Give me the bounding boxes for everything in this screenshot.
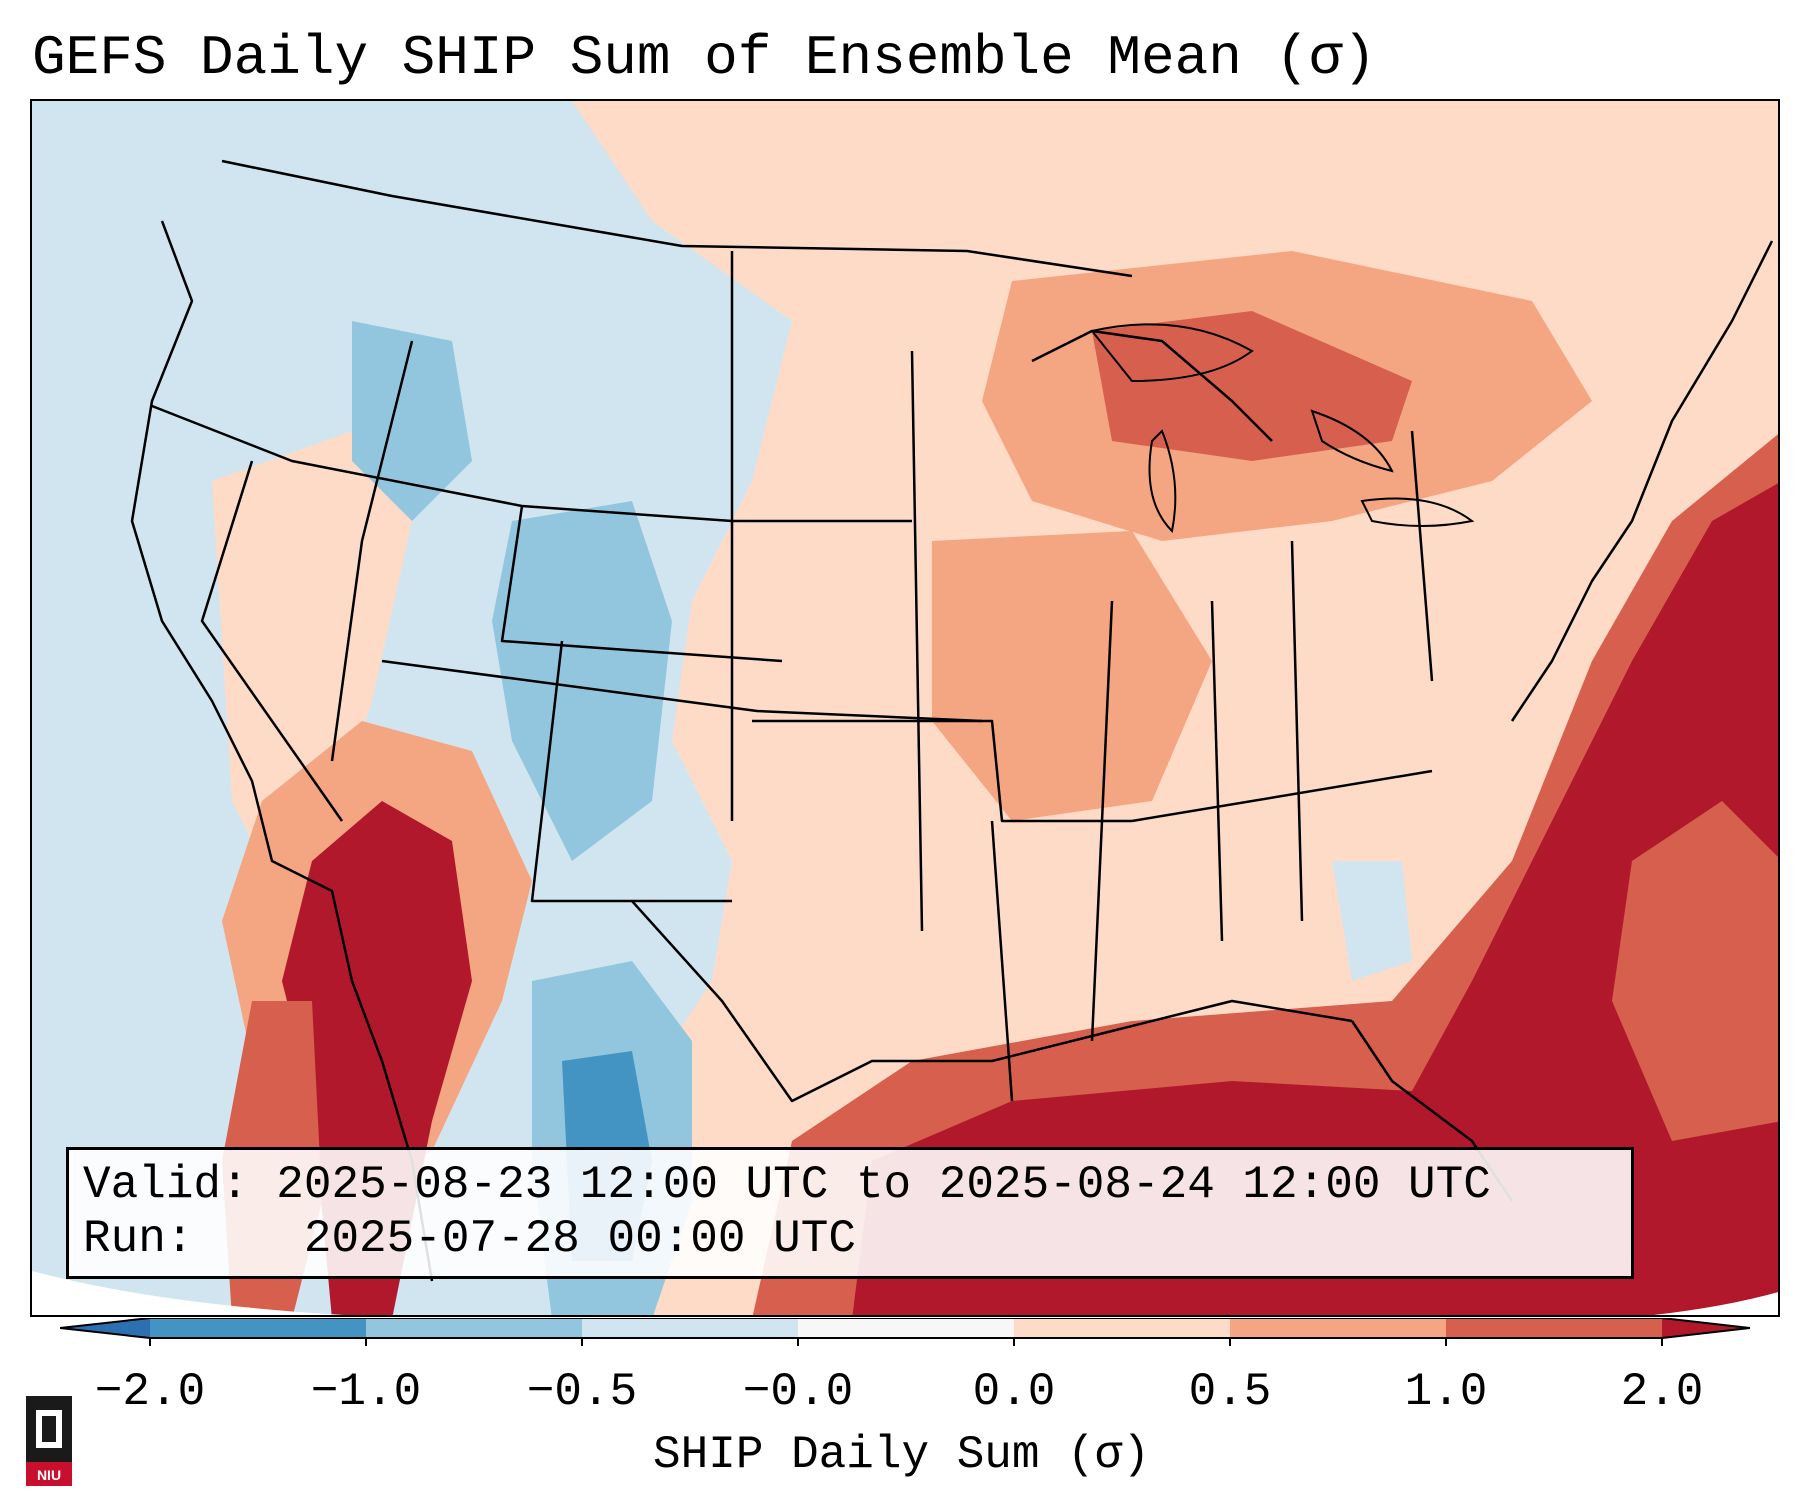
rockies-cool-anomaly — [492, 501, 672, 861]
colorbar-segment — [366, 1318, 582, 1338]
colorbar-tick-label: 2.0 — [1620, 1366, 1704, 1418]
domain-edge-se — [1653, 1292, 1778, 1315]
northwest-cool-anomaly — [352, 321, 472, 521]
colorbar-segment — [1014, 1318, 1230, 1338]
run-label: Run: — [83, 1213, 194, 1265]
positive-field-west — [212, 431, 412, 921]
colorbar-tick-label: −0.0 — [742, 1366, 854, 1418]
colorbar-label: SHIP Daily Sum (σ) — [653, 1429, 1150, 1481]
colorbar-extend-max — [1662, 1318, 1750, 1338]
run-value: 2025-07-28 00:00 UTC — [303, 1213, 856, 1265]
great-lakes-outline — [1090, 323, 1475, 534]
niu-logo: NIU — [26, 1396, 72, 1486]
valid-value: 2025-08-23 12:00 UTC to 2025-08-24 12:00… — [276, 1159, 1491, 1211]
domain-edge-sw — [32, 1271, 345, 1315]
atlantic-gulf-anomaly-core — [852, 483, 1778, 1315]
colorbar-segment — [798, 1318, 1014, 1338]
colorbar-tick-label: 1.0 — [1404, 1366, 1488, 1418]
validity-info-box: Valid: 2025-08-23 12:00 UTC to 2025-08-2… — [66, 1147, 1634, 1279]
map-canvas — [32, 101, 1778, 1315]
colorbar-tick-label: 0.5 — [1188, 1366, 1272, 1418]
colorbar-tick-label: 0.0 — [972, 1366, 1056, 1418]
colorbar-extend-min — [60, 1318, 150, 1338]
colorbar-segment — [150, 1318, 366, 1338]
colorbar-tick-label: −1.0 — [310, 1366, 422, 1418]
colorbar-tick-label: −0.5 — [526, 1366, 638, 1418]
valid-label: Valid: — [83, 1159, 249, 1211]
colorbar-segment — [582, 1318, 798, 1338]
atlantic-offshore-patch — [1612, 801, 1778, 1141]
colorbar-segment — [1446, 1318, 1662, 1338]
colorbar-segment — [1230, 1318, 1446, 1338]
svg-text:NIU: NIU — [37, 1467, 61, 1483]
central-plains-anomaly — [932, 531, 1212, 821]
map-title: GEFS Daily SHIP Sum of Ensemble Mean (σ) — [32, 26, 1377, 90]
map-panel[interactable] — [30, 99, 1780, 1317]
southeast-cool-patch — [1332, 861, 1412, 981]
colorbar-tick-label: −2.0 — [94, 1366, 206, 1418]
colorbar — [60, 1318, 1750, 1346]
